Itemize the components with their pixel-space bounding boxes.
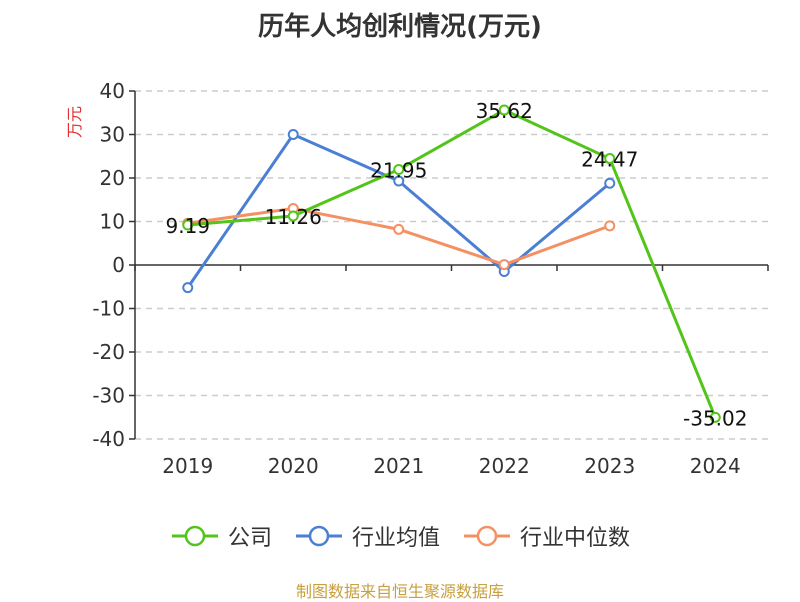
y-tick-label: 40 (100, 79, 125, 103)
data-point[interactable] (393, 223, 405, 235)
data-point[interactable] (287, 129, 299, 140)
x-tick-label: 2019 (162, 454, 213, 478)
legend: 公司 行业均值 行业中位数 (0, 520, 800, 552)
legend-label: 公司 (227, 526, 272, 551)
data-point[interactable] (182, 282, 194, 294)
y-tick-label: -10 (92, 297, 125, 321)
y-tick-label: -40 (92, 427, 125, 451)
x-tick-label: 2023 (584, 454, 635, 478)
series-lines (182, 104, 721, 423)
data-label: 21.95 (370, 159, 427, 183)
data-point[interactable] (604, 153, 616, 165)
x-tick-label: 2024 (690, 454, 741, 478)
legend-label: 行业中位数 (520, 526, 631, 551)
y-axis-unit-label: 万元 (65, 106, 84, 138)
data-point[interactable] (709, 411, 721, 423)
y-tick-label: 30 (100, 123, 125, 147)
y-tick-label: 0 (112, 253, 125, 277)
data-point[interactable] (604, 177, 616, 189)
data-point[interactable] (498, 104, 510, 116)
legend-item-2[interactable]: 行业中位数 (462, 520, 630, 552)
data-label: 35.62 (476, 99, 533, 123)
legend-item-1[interactable]: 行业均值 (294, 520, 440, 552)
x-tick-label: 2020 (268, 454, 319, 478)
legend-line-marker-icon (464, 525, 510, 547)
series-line-0 (187, 108, 717, 418)
y-tick-label: 20 (100, 166, 125, 190)
legend-item-0[interactable]: 公司 (170, 520, 272, 552)
data-point[interactable] (287, 210, 299, 222)
legend-line-marker-icon (295, 525, 342, 547)
chart-title: 历年人均创利情况(万元) (258, 12, 542, 42)
axes: 40 30 20 10 0 -10 -20 -30 -40 2019 2020 2021 2022 202… (92, 79, 769, 478)
legend-label: 行业均值 (351, 526, 440, 551)
data-point[interactable] (498, 259, 510, 271)
x-tick-label: 2021 (373, 454, 424, 478)
data-point[interactable] (393, 164, 405, 176)
data-label: -35.02 (683, 406, 747, 430)
y-tick-label: 10 (100, 210, 125, 234)
legend-line-marker-icon (171, 525, 218, 547)
source-footer: 制图数据来自恒生聚源数据库 (295, 582, 504, 601)
data-point[interactable] (604, 220, 616, 232)
data-label: 24.47 (581, 148, 638, 172)
x-tick-label: 2022 (479, 454, 530, 478)
data-labels: 9.19 11.26 21.95 35.62 24.47 -35.02 (165, 99, 747, 430)
data-label: 9.19 (165, 214, 210, 238)
data-point[interactable] (393, 175, 405, 187)
y-tick-label: -30 (92, 384, 125, 408)
data-point[interactable] (182, 219, 194, 231)
data-label: 11.26 (265, 205, 322, 229)
y-tick-label: -20 (92, 340, 125, 364)
